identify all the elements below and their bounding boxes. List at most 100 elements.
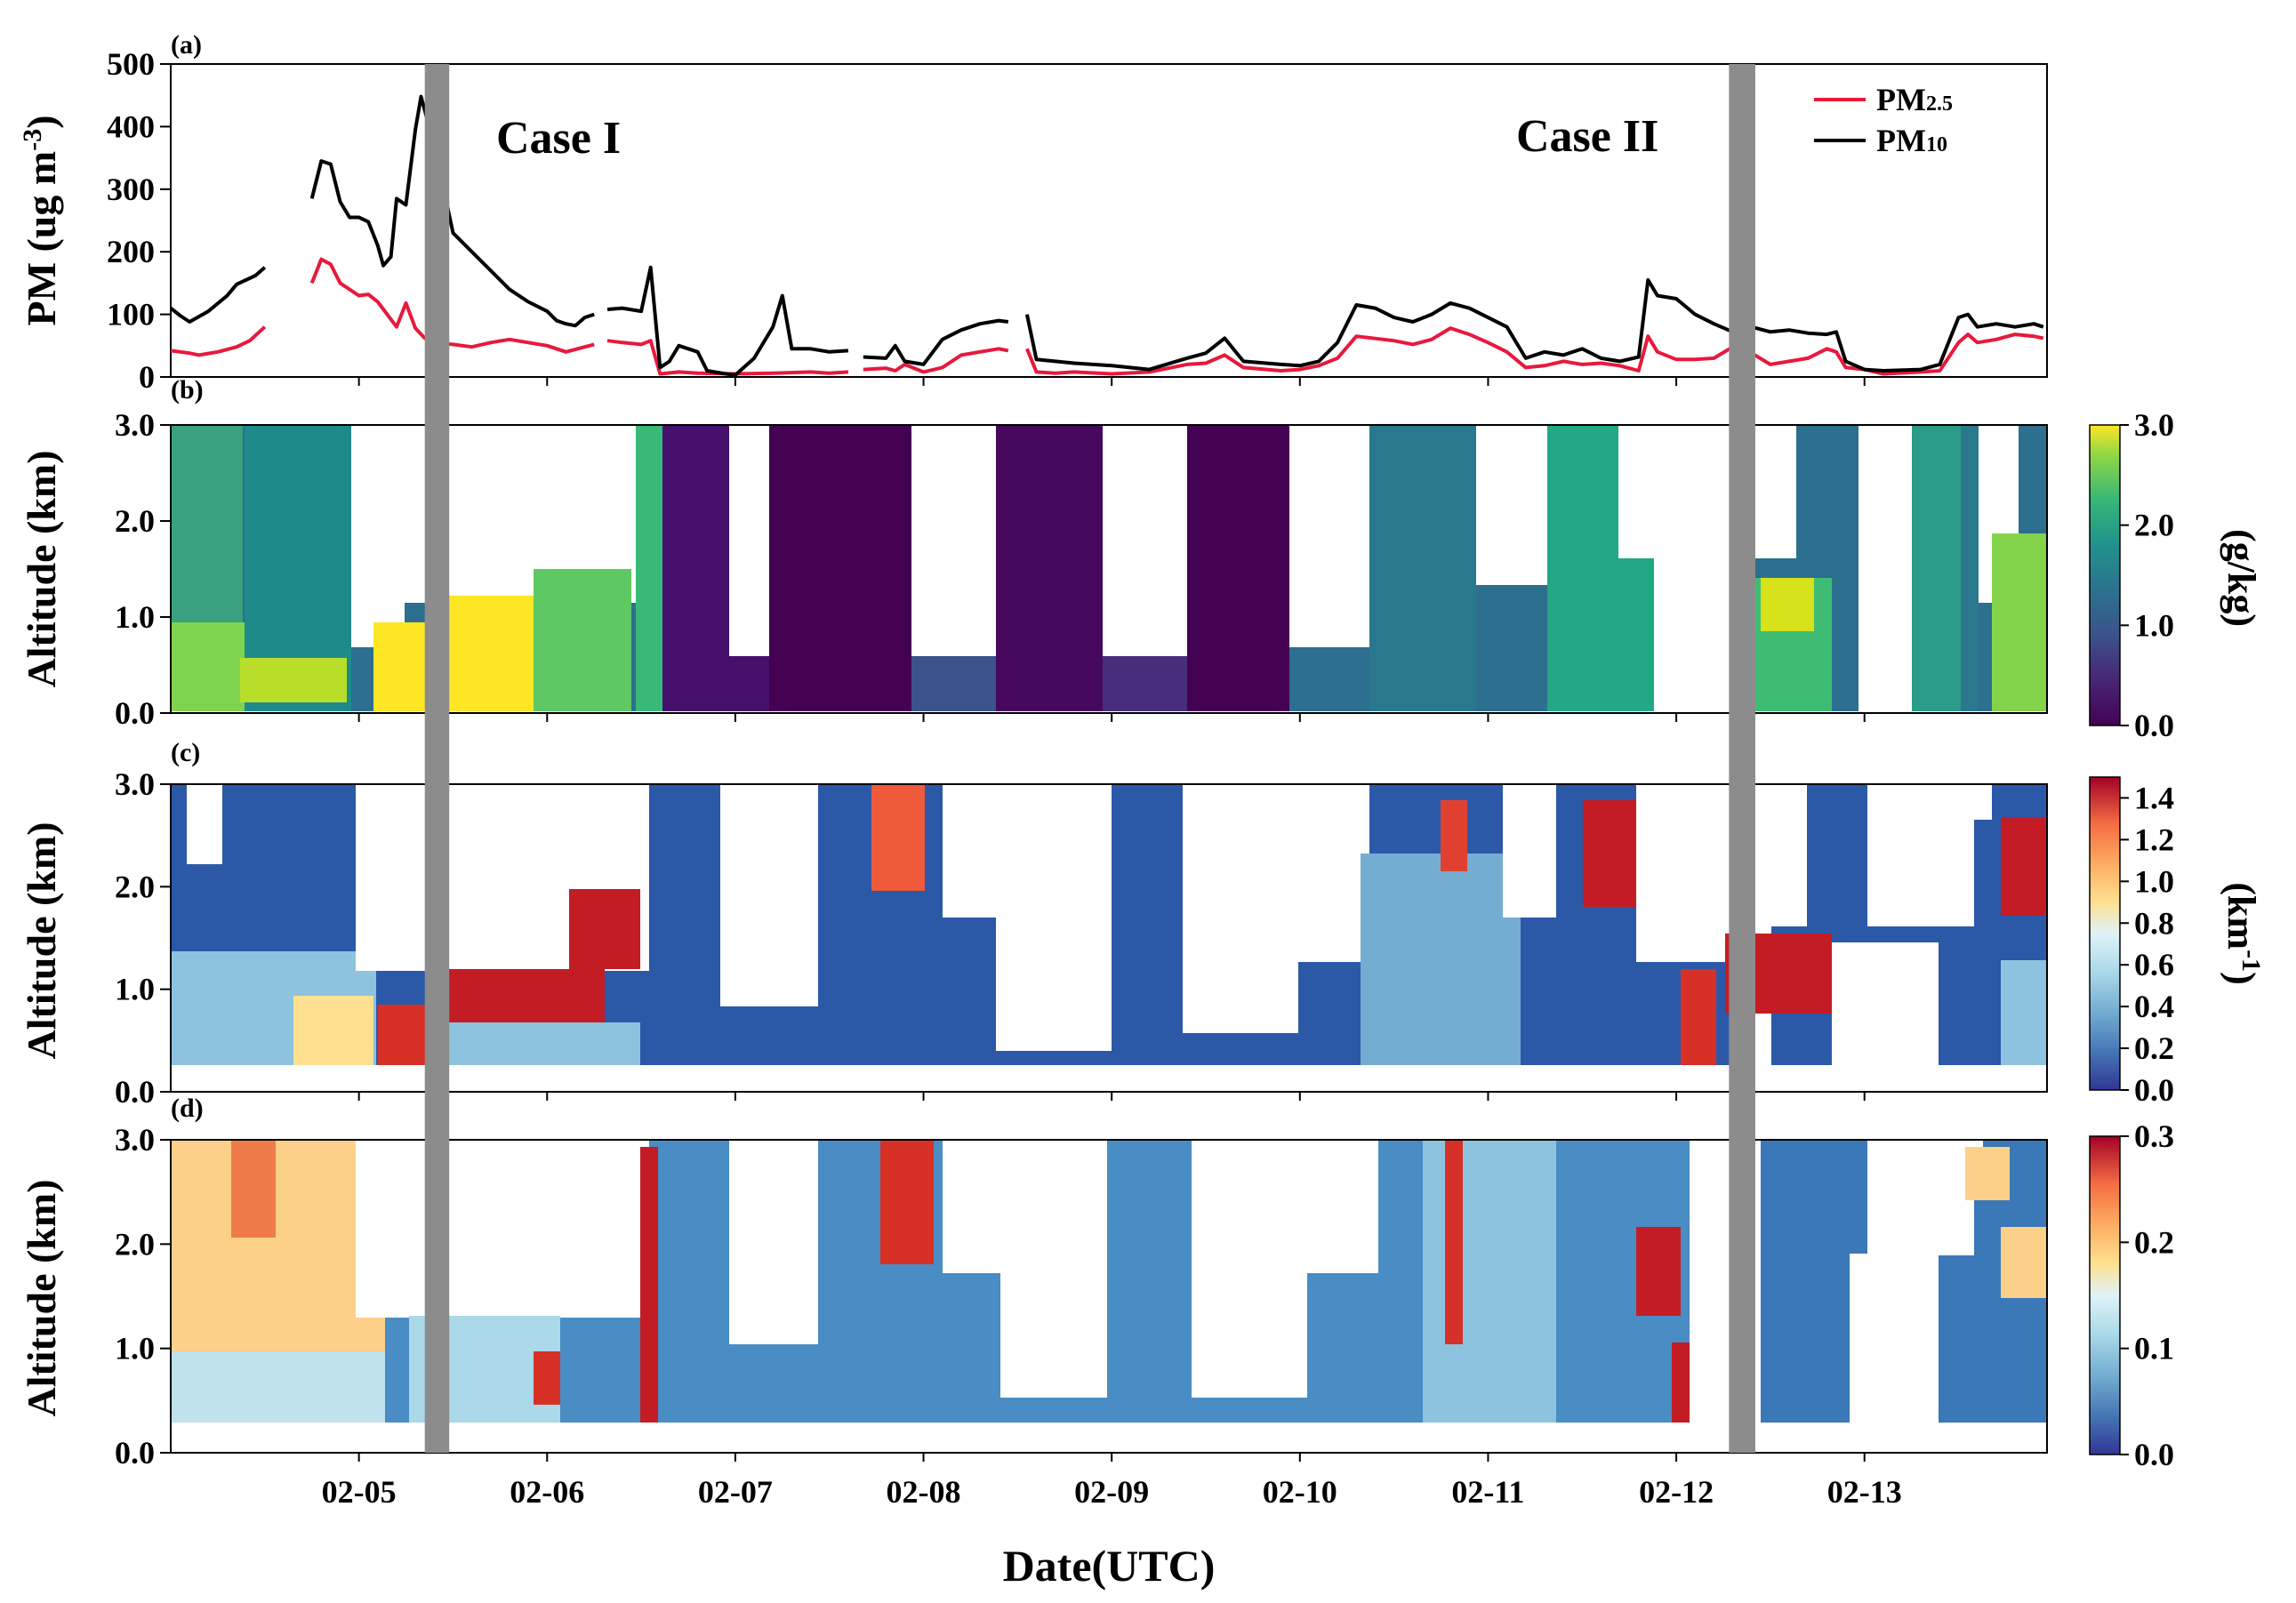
panel-b-heatmap	[172, 425, 2046, 711]
panel-b-block-15	[1369, 425, 1476, 711]
x-tick-label: 02-06	[510, 1474, 584, 1510]
panel-d-red-2	[640, 1147, 658, 1423]
panel-d-white-1	[356, 1140, 649, 1318]
case-i-label: Case I	[496, 113, 621, 164]
panel-d-y-tick-label: 1.0	[115, 1331, 155, 1367]
panel-b-white-9	[1654, 558, 1743, 711]
panel-b-block-13	[1103, 656, 1187, 711]
panel-c-colorbar-tick-label: 1.0	[2134, 863, 2174, 899]
panel-c-colorbar	[2089, 776, 2121, 1091]
x-tick-label: 02-12	[1639, 1474, 1714, 1510]
panel-d-y-tick-label: 0.0	[115, 1435, 155, 1471]
panel-c-colorbar-tick-label: 0.6	[2134, 947, 2174, 982]
panel-b-white-7	[1476, 425, 1547, 585]
panel-c-colorbar-tick-label: 1.4	[2134, 780, 2174, 815]
x-tick-label: 02-07	[698, 1474, 773, 1510]
x-tick-label: 02-11	[1451, 1474, 1524, 1510]
highlight-bands	[424, 64, 1755, 1453]
panel-c-lower-2	[293, 996, 373, 1065]
panel-c-white-5	[996, 784, 1112, 1051]
panel-c-red-9	[2001, 818, 2046, 916]
panel-c-heatmap	[172, 784, 2046, 1065]
panel-b-y-axis: 0.0 1.0 2.0 3.0	[115, 407, 171, 731]
panel-a-label: (a)	[171, 30, 202, 60]
x-axis-title: Date(UTC)	[1003, 1541, 1216, 1591]
panel-d-colorbar	[2089, 1135, 2121, 1455]
panel-b-white-8	[1618, 425, 1796, 558]
x-tick-label: 02-09	[1074, 1474, 1149, 1510]
panel-b-colorbar	[2089, 424, 2121, 726]
panel-d-white-9	[1850, 1254, 1939, 1423]
panel-d-warm-1	[172, 1140, 385, 1362]
panel-b-block-19	[1912, 425, 1965, 711]
panel-d-frame	[170, 1139, 2048, 1454]
panel-b-y-tick-label: 0.0	[115, 695, 155, 731]
panel-b-block-21	[1992, 533, 2046, 711]
panel-c-red-6	[1583, 800, 1636, 907]
legend-pm25-label: PM2.5	[1876, 82, 1953, 117]
panel-d-warm-3	[1965, 1147, 2010, 1200]
panel-c-y-axis: 0.0 1.0 2.0 3.0	[115, 766, 171, 1110]
panel-d-light-3	[1423, 1140, 1556, 1423]
panel-c-white-4	[943, 784, 996, 918]
panel-c-label: (c)	[171, 738, 200, 767]
panel-d-white-2	[729, 1140, 818, 1344]
panel-b-block-11	[911, 656, 996, 711]
panel-d-colorbar-tick-label: 0.2	[2134, 1224, 2174, 1260]
panel-c-colorbar-label: (km-1)	[2220, 882, 2266, 984]
panel-b-block-12	[996, 425, 1103, 711]
panel-c-y-tick-label: 2.0	[115, 869, 155, 904]
panel-d-red-1	[534, 1351, 560, 1405]
x-tick-label: 02-08	[887, 1474, 961, 1510]
panel-c-lower-5	[2001, 960, 2046, 1065]
panel-b-y-tick-label: 2.0	[115, 503, 155, 539]
panel-a-y-axis: 0 100 200 300 400 500	[107, 46, 171, 395]
panel-c-white-13	[1832, 942, 1939, 1065]
case-ii-label: Case II	[1516, 111, 1658, 162]
panel-d-light-1	[172, 1351, 385, 1423]
panel-a-y-tick-label: 0	[139, 359, 155, 395]
x-tick-label: 02-13	[1827, 1474, 1902, 1510]
legend: PM2.5 PM10	[1814, 82, 1953, 158]
panel-d: (d) 0.	[19, 1094, 2174, 1472]
panel-c-white-3	[720, 784, 818, 1006]
panel-c-red-3	[569, 889, 640, 969]
panel-d-white-3	[943, 1140, 1005, 1273]
panel-b-white-6	[1289, 425, 1369, 647]
panel-c-y-tick-label: 3.0	[115, 766, 155, 802]
panel-c-white-14	[1939, 784, 1992, 820]
panel-c-frame	[170, 783, 2048, 1093]
panel-c-colorbar-tick-label: 1.2	[2134, 822, 2174, 857]
panel-b-colorbar-tick-label: 2.0	[2134, 508, 2174, 543]
panel-c-white-7	[1298, 784, 1369, 962]
series-line-pm25-seg-2	[606, 339, 849, 376]
panel-c-colorbar-ticks: 0.0 0.2 0.4 0.6 0.8 1.0 1.2 1.4	[2120, 780, 2174, 1108]
panel-d-y-tick-label: 2.0	[115, 1226, 155, 1262]
panel-c-colorbar-tick-label: 0.8	[2134, 905, 2174, 941]
panel-d-y-axis: 0.0 1.0 2.0 3.0	[115, 1122, 171, 1471]
panel-b-block-20	[1961, 425, 1979, 711]
x-tick-label: 02-05	[322, 1474, 397, 1510]
panel-c: (c)	[19, 738, 2266, 1110]
series-line-pm25-seg-3	[863, 347, 1009, 374]
panel-b-frame	[170, 424, 2048, 714]
panel-c-white-9	[1636, 784, 1734, 962]
panel-a-y-tick-label: 400	[107, 108, 155, 144]
panel-b-white-10	[1858, 425, 1912, 711]
panel-b-block-8	[636, 425, 662, 711]
legend-pm10-label: PM10	[1876, 123, 1947, 158]
panel-c-white-1	[187, 784, 222, 864]
panel-c-colorbar-tick-label: 0.4	[2134, 989, 2174, 1024]
panel-b-white-4	[911, 425, 996, 656]
panel-b-white-5	[1103, 425, 1187, 656]
x-axis: 02-05 02-06 02-07 02-08 02-09 02-10 02-11 02-12…	[322, 377, 1902, 1510]
panel-c-red-4	[871, 784, 925, 891]
series-line-pm10-seg-2	[606, 265, 849, 377]
panel-b-colorbar-tick-label: 1.0	[2134, 607, 2174, 643]
panel-c-lower-3	[445, 1022, 640, 1065]
panel-d-white-6	[1298, 1140, 1378, 1273]
series-line-pm25-seg-0	[170, 325, 267, 357]
panel-c-colorbar-tick-label: 0.2	[2134, 1030, 2174, 1066]
series-line-pm10-seg-1	[309, 94, 595, 328]
